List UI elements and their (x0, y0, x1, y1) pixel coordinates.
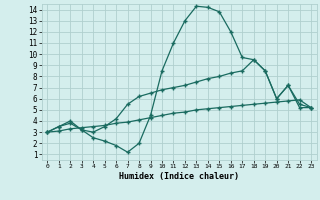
X-axis label: Humidex (Indice chaleur): Humidex (Indice chaleur) (119, 172, 239, 181)
